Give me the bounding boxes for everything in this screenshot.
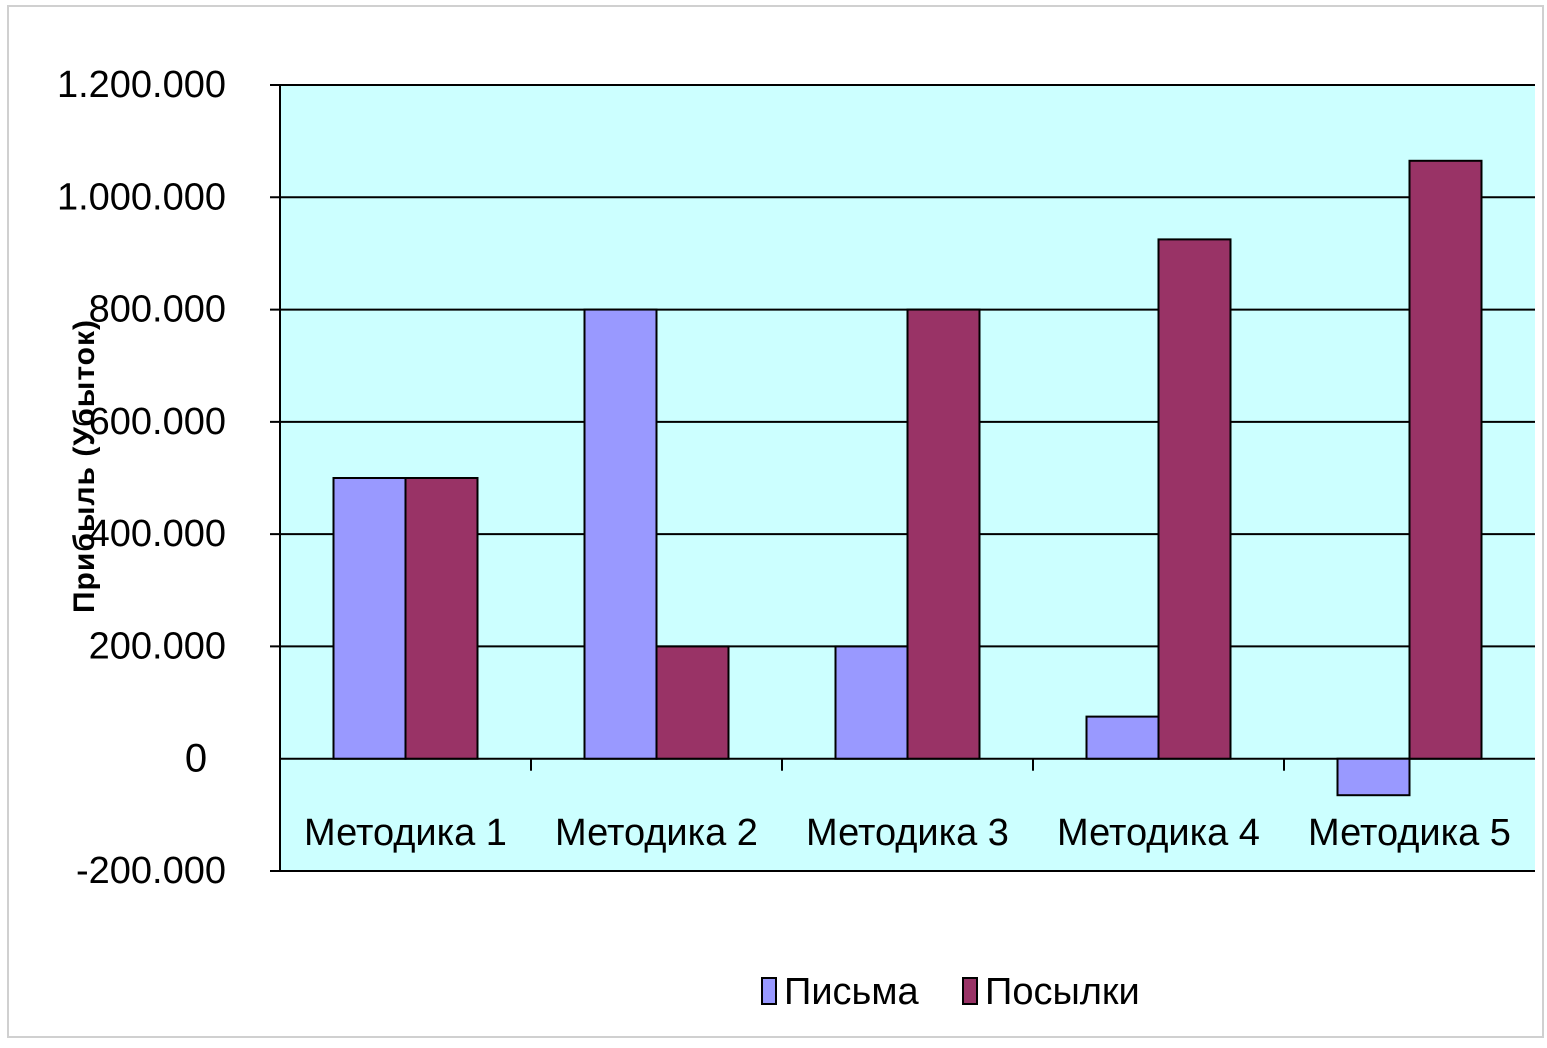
y-tick-label: 600.000 bbox=[89, 401, 226, 443]
bar-pisma bbox=[583, 308, 658, 760]
y-tick-label: -200.000 bbox=[76, 850, 226, 892]
bar-posylki bbox=[404, 477, 479, 760]
legend: Письма Посылки bbox=[761, 971, 1140, 1013]
legend-label: Письма bbox=[784, 971, 919, 1013]
y-tick-label: 1.000.000 bbox=[57, 176, 226, 218]
bar-pisma bbox=[332, 477, 407, 760]
legend-label: Посылки bbox=[985, 971, 1140, 1013]
y-tick-label: 200.000 bbox=[89, 625, 226, 667]
chart-frame bbox=[7, 5, 1544, 1038]
y-tick-label: 400.000 bbox=[89, 513, 226, 555]
x-category-label: Методика 1 bbox=[304, 812, 507, 854]
x-category-label: Методика 3 bbox=[806, 812, 1009, 854]
x-category-label: Методика 5 bbox=[1308, 812, 1511, 854]
y-axis-title: Прибыль (Убыток) bbox=[68, 319, 101, 613]
y-tick-label: 0 bbox=[185, 737, 207, 781]
bar-posylki bbox=[1408, 159, 1483, 760]
legend-swatch bbox=[962, 977, 978, 1005]
bar-posylki bbox=[655, 645, 730, 760]
bar-pisma bbox=[834, 645, 909, 760]
x-category-label: Методика 4 bbox=[1057, 812, 1260, 854]
y-tick-label: 800.000 bbox=[89, 289, 226, 331]
legend-swatch bbox=[761, 977, 777, 1005]
y-tick-label: 1.200.000 bbox=[57, 64, 226, 106]
x-category-label: Методика 2 bbox=[555, 812, 758, 854]
bar-pisma bbox=[1336, 757, 1411, 797]
bar-posylki bbox=[906, 308, 981, 760]
bar-posylki bbox=[1157, 238, 1232, 760]
bar-pisma bbox=[1085, 715, 1160, 760]
